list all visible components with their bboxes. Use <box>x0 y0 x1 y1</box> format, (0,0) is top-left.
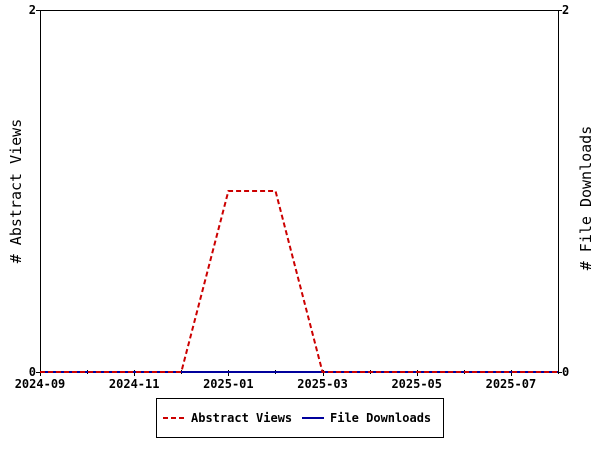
x-tick-label-2025-05: 2025-05 <box>391 377 442 391</box>
y-right-tick-label-0: 0 <box>562 365 569 379</box>
legend: Abstract Views File Downloads <box>156 398 444 438</box>
legend-box <box>156 398 444 438</box>
legend-label-file-downloads: File Downloads <box>330 411 431 425</box>
y-axis-left-title: # Abstract Views <box>7 119 25 264</box>
y-left-tick-label-0: 0 <box>29 365 36 379</box>
y-right-tick-label-2: 2 <box>562 3 569 17</box>
x-tick-label-2025-07: 2025-07 <box>486 377 537 391</box>
y-left-tick-label-2: 2 <box>29 3 36 17</box>
x-tick-label-2024-09: 2024-09 <box>15 377 66 391</box>
x-tick-label-2025-01: 2025-01 <box>203 377 254 391</box>
series-line-abstract-views <box>40 190 558 373</box>
legend-label-abstract-views: Abstract Views <box>191 411 292 425</box>
series-lines <box>40 190 558 373</box>
y-axis: 0 2 0 2 <box>29 3 569 379</box>
x-tick-label-2025-03: 2025-03 <box>297 377 348 391</box>
plot-area <box>40 10 559 373</box>
y-axis-right-title: # File Downloads <box>577 126 595 271</box>
x-tick-label-2024-11: 2024-11 <box>109 377 160 391</box>
x-axis: 2024-09 2024-11 2025-01 2025-03 2025-05 2025-… <box>15 370 559 391</box>
